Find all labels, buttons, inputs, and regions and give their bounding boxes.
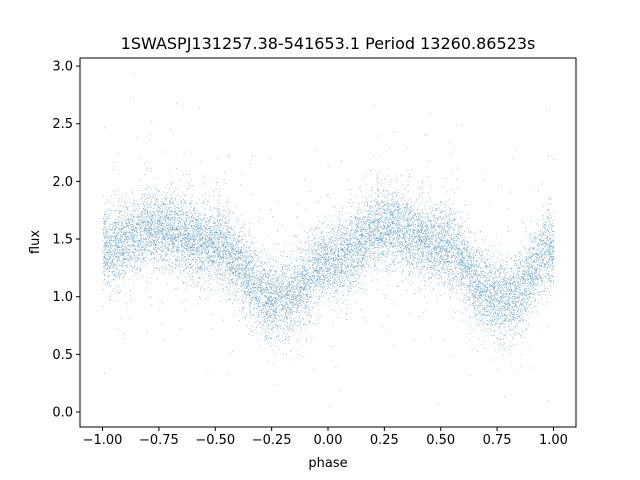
x-tick-label: 0.00	[314, 433, 343, 448]
y-tick-label: 0.5	[52, 348, 73, 363]
x-tick-label: 0.50	[426, 433, 455, 448]
chart-title: 1SWASPJ131257.38-541653.1 Period 13260.8…	[121, 34, 536, 53]
x-tick-label: 1.00	[539, 433, 568, 448]
x-tick-label: 0.75	[483, 433, 512, 448]
y-tick-label: 1.0	[52, 290, 73, 305]
y-tick-label: 3.0	[52, 60, 73, 75]
y-axis: 0.0 0.5 1.0 1.5 2.0 2.5 3.0	[52, 60, 80, 421]
y-tick-label: 1.5	[52, 233, 73, 248]
x-tick-label: −0.75	[139, 433, 179, 448]
x-tick-label: 0.25	[370, 433, 399, 448]
data-points	[102, 73, 555, 407]
x-tick-label: −0.25	[252, 433, 292, 448]
x-tick-label: −1.00	[83, 433, 123, 448]
y-tick-label: 2.5	[52, 117, 73, 132]
y-tick-label: 0.0	[52, 406, 73, 421]
scatter-point-cloud	[102, 73, 555, 407]
x-tick-label: −0.50	[195, 433, 235, 448]
x-axis-label: phase	[308, 456, 347, 471]
y-axis-label: flux	[28, 230, 43, 254]
y-tick-label: 2.0	[52, 175, 73, 190]
x-axis: −1.00 −0.75 −0.50 −0.25 0.00 0.25 0.50 0.75 1.00	[83, 427, 568, 448]
